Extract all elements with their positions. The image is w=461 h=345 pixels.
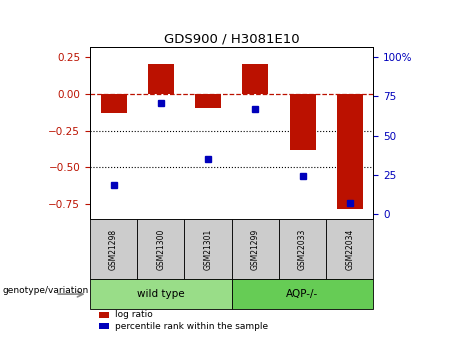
Bar xyxy=(242,64,268,94)
Title: GDS900 / H3081E10: GDS900 / H3081E10 xyxy=(164,32,300,46)
Text: log ratio: log ratio xyxy=(115,310,153,319)
Text: GSM21299: GSM21299 xyxy=(251,229,260,270)
Text: GSM21301: GSM21301 xyxy=(203,229,213,270)
Bar xyxy=(100,94,126,113)
Text: GSM22033: GSM22033 xyxy=(298,229,307,270)
Bar xyxy=(148,64,174,94)
Text: GSM21300: GSM21300 xyxy=(156,229,165,270)
Bar xyxy=(195,94,221,108)
Text: AQP-/-: AQP-/- xyxy=(286,289,319,299)
Text: GSM22034: GSM22034 xyxy=(345,229,355,270)
Text: GSM21298: GSM21298 xyxy=(109,229,118,270)
Bar xyxy=(290,94,315,150)
Text: wild type: wild type xyxy=(137,289,184,299)
Bar xyxy=(337,94,363,209)
Text: genotype/variation: genotype/variation xyxy=(2,286,89,295)
Text: percentile rank within the sample: percentile rank within the sample xyxy=(115,322,268,331)
